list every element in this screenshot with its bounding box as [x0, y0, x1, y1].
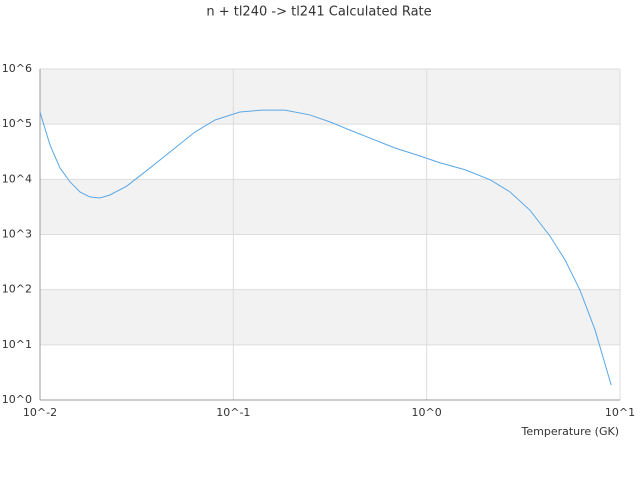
- data-line: [39, 109, 612, 386]
- chart-title: n + tl240 -> tl241 Calculated Rate: [206, 5, 431, 20]
- x-tick-label: 10^0: [412, 406, 442, 419]
- x-tick-label: 10^1: [605, 406, 635, 419]
- y-tick-label: 10^5: [2, 117, 32, 130]
- grid-band: [40, 289, 620, 345]
- y-tick-label: 10^6: [2, 62, 32, 75]
- y-tick-label: 10^2: [2, 283, 32, 296]
- x-tick-label: 10^-1: [216, 406, 250, 419]
- grid-band: [40, 179, 620, 235]
- x-tick-label: 10^-2: [23, 406, 57, 419]
- y-tick-label: 10^4: [2, 172, 32, 185]
- x-axis-label: Temperature (GK): [521, 425, 620, 438]
- grid-band: [40, 69, 620, 125]
- y-tick-label: 10^1: [2, 338, 32, 351]
- y-tick-label: 10^3: [2, 228, 32, 241]
- y-tick-label: 10^0: [2, 393, 32, 406]
